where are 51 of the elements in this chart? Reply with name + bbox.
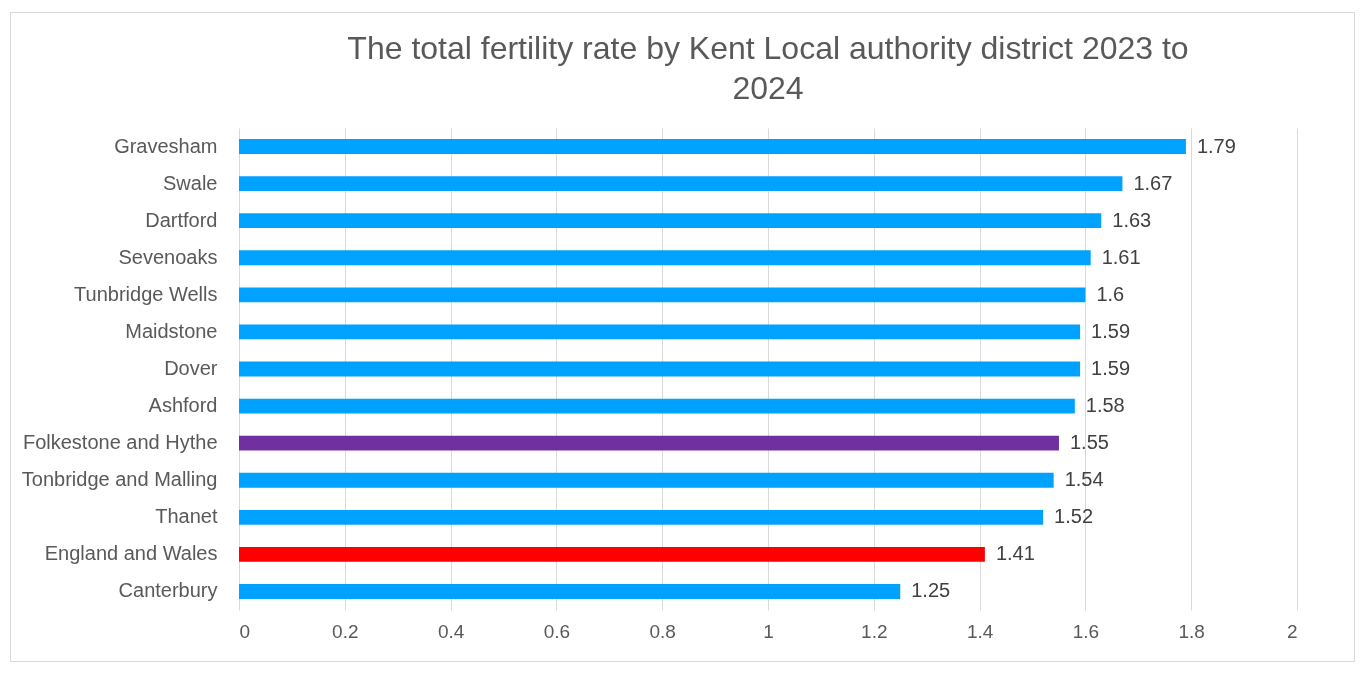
y-tick-label: England and Wales <box>44 542 218 565</box>
bar <box>239 472 1054 488</box>
y-tick-label: Tunbridge Wells <box>74 282 218 305</box>
data-label: 1.67 <box>1133 171 1173 194</box>
bar <box>239 139 1186 154</box>
data-label: 1.54 <box>1064 468 1104 491</box>
y-tick-label: Dover <box>164 357 218 379</box>
bar <box>239 250 1091 266</box>
data-label: 1.41 <box>995 542 1035 565</box>
data-label: 1.59 <box>1091 319 1131 342</box>
data-label: 1.55 <box>1069 431 1109 454</box>
chart-title: The total fertility rate by Kent Local authority district 2023 to 2024 <box>347 30 1189 106</box>
data-label: 1.59 <box>1091 357 1131 379</box>
y-tick-label: Gravesham <box>114 134 218 157</box>
y-tick-label: Folkestone and Hythe <box>22 431 218 454</box>
data-label: 1.6 <box>1096 282 1125 305</box>
x-tick-label: 0 <box>239 620 251 642</box>
y-tick-label: Dartford <box>145 208 218 231</box>
x-tick-label: 1.2 <box>861 620 888 642</box>
x-tick-label: 0.6 <box>543 620 571 642</box>
x-tick-label: 1 <box>763 620 774 642</box>
y-tick-label: Maidstone <box>125 319 218 342</box>
bar <box>239 584 901 599</box>
x-tick-label: 0.8 <box>649 620 676 642</box>
bar <box>239 213 1102 229</box>
data-label: 1.79 <box>1196 134 1236 157</box>
x-tick-label: 2 <box>1286 620 1298 642</box>
x-tick-label: 0.2 <box>332 620 359 642</box>
bar <box>239 176 1123 192</box>
x-tick-label: 1.8 <box>1178 620 1205 642</box>
y-tick-label: Tonbridge and Malling <box>21 468 218 491</box>
bar <box>239 324 1081 340</box>
data-label: 1.58 <box>1085 394 1125 417</box>
bar <box>239 287 1086 303</box>
data-label: 1.25 <box>911 579 951 602</box>
y-tick-label: Swale <box>163 171 218 194</box>
x-tick-label: 0.4 <box>437 620 465 642</box>
data-label: 1.63 <box>1112 208 1152 231</box>
data-label: 1.52 <box>1054 505 1094 528</box>
data-label: 1.61 <box>1101 245 1141 268</box>
bar <box>239 435 1059 451</box>
bar <box>239 546 985 562</box>
y-tick-label: Thanet <box>155 505 218 528</box>
x-tick-label: 1.4 <box>966 620 994 642</box>
x-tick-label: 1.6 <box>1072 620 1100 642</box>
y-tick-label: Ashford <box>148 394 218 417</box>
y-tick-label: Canterbury <box>118 579 218 602</box>
bar <box>239 398 1075 414</box>
bar <box>239 361 1081 377</box>
y-tick-label: Sevenoaks <box>118 245 218 268</box>
bar <box>239 509 1044 525</box>
